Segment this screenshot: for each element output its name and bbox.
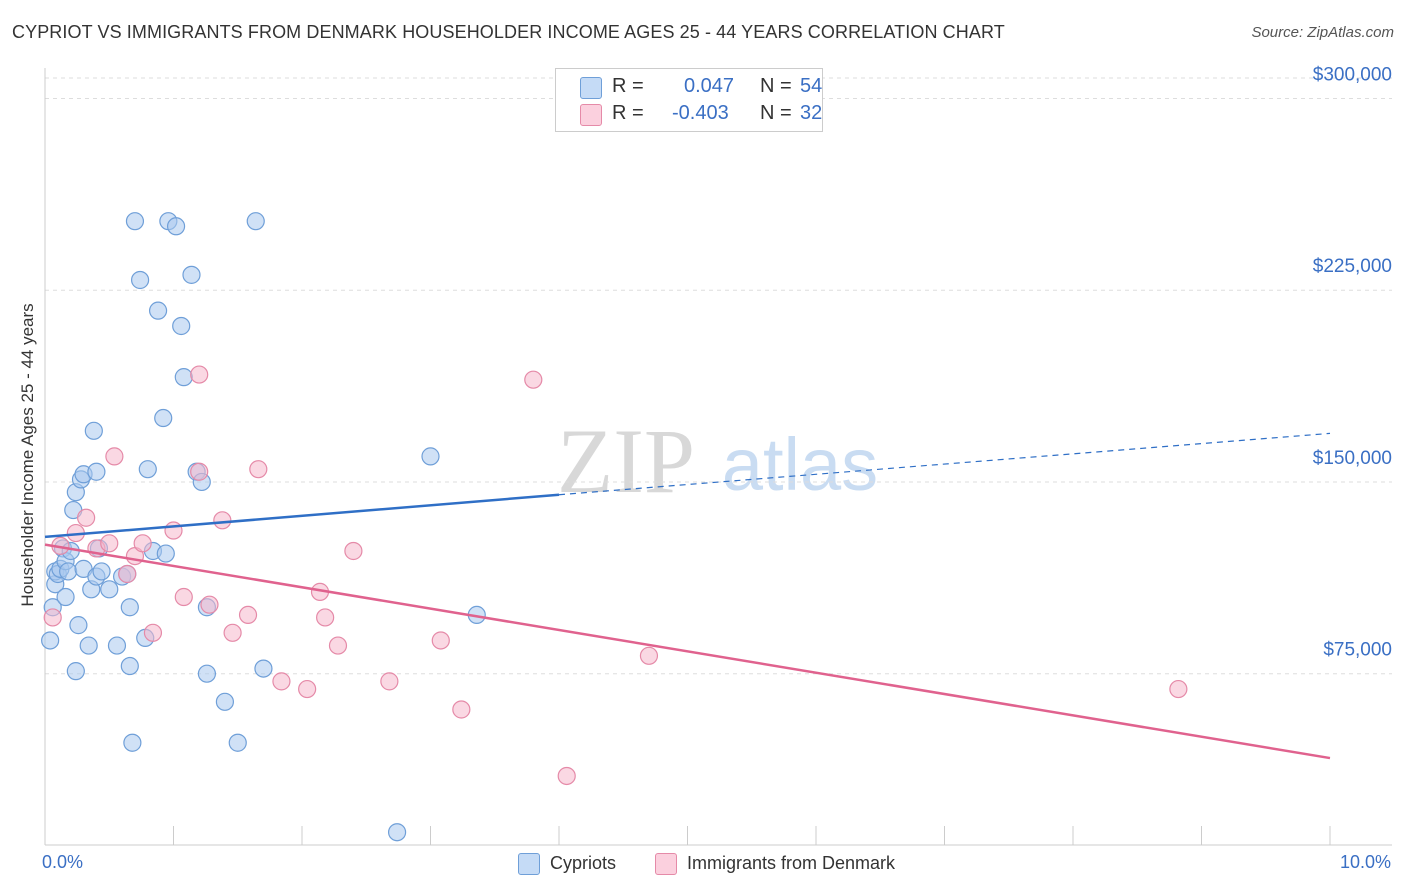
cypriots-points bbox=[41, 212, 486, 842]
watermark-zip: ZIP bbox=[557, 410, 695, 512]
bottom-legend-label: Cypriots bbox=[550, 853, 617, 873]
bottom-legend-label: Immigrants from Denmark bbox=[687, 853, 896, 873]
legend-swatch-blue bbox=[580, 77, 602, 99]
legend-n-value: 32 bbox=[800, 102, 823, 124]
denmark-point bbox=[105, 447, 124, 466]
denmark-point bbox=[190, 462, 209, 481]
legend-r-label: R = bbox=[612, 102, 644, 124]
cypriots-trend-line bbox=[44, 493, 560, 539]
y-tick-label: $300,000 bbox=[1313, 64, 1392, 85]
x-tick-label-max: 10.0% bbox=[1340, 852, 1392, 872]
cypriot-point bbox=[215, 692, 234, 711]
denmark-point bbox=[316, 608, 335, 627]
cypriot-point bbox=[120, 598, 139, 617]
denmark-point bbox=[77, 508, 96, 527]
y-tick-label: $150,000 bbox=[1313, 448, 1392, 469]
y-tick-label: $225,000 bbox=[1313, 256, 1392, 277]
cypriot-point bbox=[172, 316, 191, 336]
cypriot-point bbox=[92, 562, 111, 581]
cypriot-point bbox=[156, 544, 175, 563]
cypriot-point bbox=[66, 662, 85, 681]
denmark-points bbox=[43, 365, 1188, 786]
cypriot-point bbox=[79, 636, 98, 655]
legend-r-label: R = bbox=[612, 75, 644, 97]
denmark-point bbox=[249, 460, 268, 479]
cypriot-point bbox=[123, 733, 142, 752]
bottom-legend-swatch-pink bbox=[655, 853, 677, 875]
cypriot-point bbox=[387, 823, 407, 842]
denmark-point bbox=[431, 631, 450, 650]
denmark-point bbox=[164, 521, 183, 540]
trend-lines bbox=[44, 432, 1331, 760]
watermark: ZIP atlas bbox=[557, 410, 878, 512]
correlation-legend: R = 0.047 N = 54 R = -0.403 N = 32 bbox=[555, 68, 823, 132]
cypriot-point bbox=[87, 462, 106, 481]
cypriot-point bbox=[69, 616, 88, 635]
y-tick-label: $75,000 bbox=[1323, 640, 1392, 661]
cypriot-point bbox=[130, 270, 150, 290]
source-label: Source: ZipAtlas.com bbox=[1251, 24, 1394, 41]
denmark-point bbox=[133, 534, 152, 553]
denmark-point bbox=[344, 541, 363, 561]
denmark-point bbox=[213, 511, 232, 530]
cypriot-point bbox=[41, 631, 60, 650]
denmark-point bbox=[238, 605, 258, 625]
bottom-legend-swatch-blue bbox=[518, 853, 540, 875]
cypriot-point bbox=[174, 368, 193, 387]
denmark-point bbox=[272, 672, 291, 691]
cypriot-point bbox=[421, 447, 440, 466]
denmark-point bbox=[190, 365, 209, 384]
cypriot-point bbox=[107, 636, 127, 655]
watermark-atlas: atlas bbox=[722, 423, 878, 506]
denmark-point bbox=[200, 595, 219, 614]
denmark-point bbox=[452, 700, 471, 719]
cypriots-trend-extension bbox=[558, 432, 1331, 496]
denmark-point bbox=[1169, 679, 1188, 699]
denmark-point bbox=[223, 623, 242, 642]
cypriot-point bbox=[182, 265, 201, 284]
denmark-point bbox=[143, 623, 163, 642]
legend-n-value: 54 bbox=[800, 75, 823, 97]
axes bbox=[44, 68, 1392, 846]
y-tick-labels: $75,000 $150,000 $225,000 $300,000 bbox=[1313, 64, 1392, 660]
cypriot-point bbox=[125, 212, 145, 231]
cypriot-point bbox=[148, 301, 168, 320]
denmark-trend-line bbox=[44, 543, 1331, 760]
cypriot-point bbox=[56, 587, 75, 607]
cypriot-point bbox=[197, 664, 217, 683]
legend-r-value: 0.047 bbox=[684, 75, 735, 97]
x-tick-label-min: 0.0% bbox=[42, 852, 84, 872]
cypriot-point bbox=[138, 460, 157, 479]
denmark-point bbox=[298, 679, 317, 699]
cypriot-point bbox=[100, 580, 119, 599]
cypriot-point bbox=[228, 733, 247, 752]
denmark-point bbox=[328, 636, 348, 655]
chart-title: CYPRIOT VS IMMIGRANTS FROM DENMARK HOUSE… bbox=[12, 22, 1005, 42]
denmark-point bbox=[639, 646, 659, 665]
denmark-point bbox=[380, 672, 399, 691]
denmark-point bbox=[118, 564, 137, 584]
denmark-point bbox=[100, 534, 119, 553]
legend-n-label: N = bbox=[760, 75, 792, 97]
cypriot-point bbox=[59, 562, 78, 581]
denmark-point bbox=[174, 587, 193, 607]
cypriot-point bbox=[166, 217, 186, 236]
denmark-point bbox=[524, 370, 543, 389]
legend-r-value: -0.403 bbox=[672, 102, 729, 124]
denmark-point bbox=[43, 608, 62, 627]
cypriot-point bbox=[246, 212, 265, 231]
denmark-point bbox=[557, 766, 576, 786]
gridlines bbox=[45, 77, 1392, 675]
cypriot-point bbox=[120, 656, 139, 676]
cypriot-point bbox=[84, 421, 103, 440]
legend-n-label: N = bbox=[760, 102, 792, 124]
legend-swatch-pink bbox=[580, 104, 602, 126]
cypriot-point bbox=[254, 659, 273, 678]
cypriot-point bbox=[154, 408, 173, 428]
